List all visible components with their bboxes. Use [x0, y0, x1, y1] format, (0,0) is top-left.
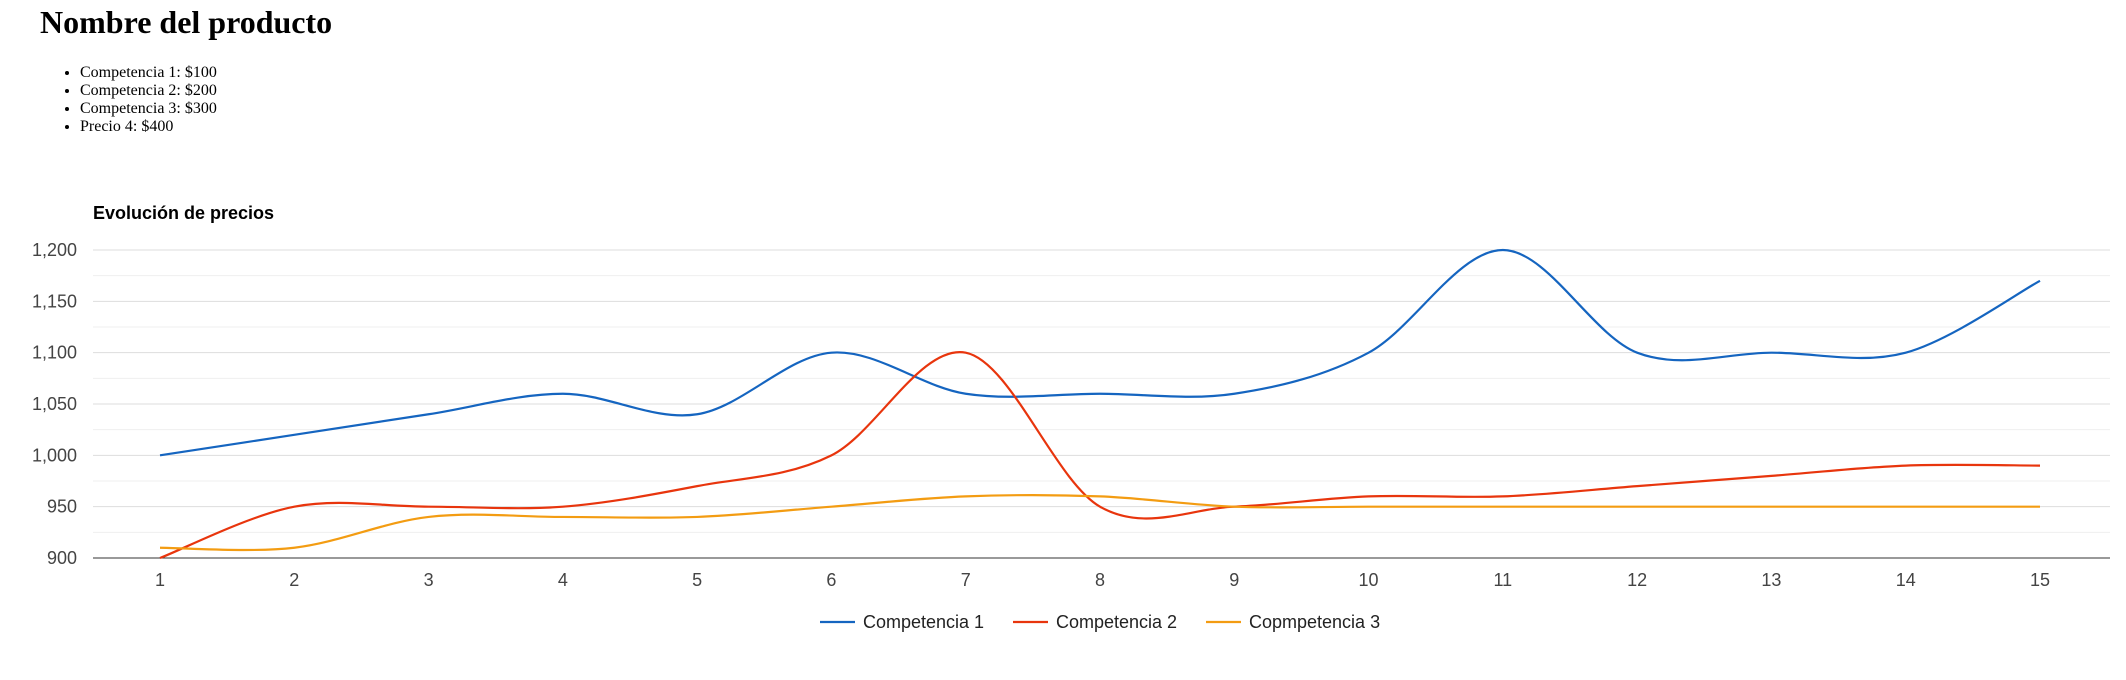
legend-item-1[interactable]: Competencia 1 — [820, 612, 984, 632]
x-tick-label: 12 — [1627, 570, 1647, 590]
grid-layer — [93, 249, 2110, 559]
legend-item-2[interactable]: Competencia 2 — [1013, 612, 1177, 632]
series-line-2 — [159, 351, 2041, 560]
price-list-item: Competencia 3: $300 — [80, 100, 217, 118]
chart-title: Evolución de precios — [93, 203, 274, 223]
x-tick-label: 1 — [155, 570, 165, 590]
page-title: Nombre del producto — [40, 4, 333, 40]
series-line-3 — [159, 494, 2040, 552]
price-list-item: Competencia 2: $200 — [80, 82, 217, 100]
x-tick-label: 7 — [961, 570, 971, 590]
x-tick-label: 4 — [558, 570, 568, 590]
legend-label: Competencia 1 — [863, 612, 984, 632]
x-tick-label: 15 — [2030, 570, 2050, 590]
y-tick-label: 1,000 — [32, 445, 77, 465]
x-tick-label: 6 — [826, 570, 836, 590]
legend-label: Competencia 2 — [1056, 612, 1177, 632]
x-tick-label: 2 — [289, 570, 299, 590]
legend-item-3[interactable]: Copmpetencia 3 — [1206, 612, 1380, 632]
x-tick-label: 11 — [1494, 570, 1513, 590]
x-tick-label: 10 — [1359, 570, 1379, 590]
y-tick-label: 950 — [47, 497, 77, 517]
price-list: Competencia 1: $100 Competencia 2: $200 … — [40, 64, 217, 136]
price-list-item: Precio 4: $400 — [80, 118, 217, 136]
x-tick-label: 14 — [1896, 570, 1916, 590]
y-tick-label: 1,050 — [32, 394, 77, 414]
y-tick-label: 900 — [47, 548, 77, 568]
x-tick-label: 13 — [1761, 570, 1781, 590]
y-tick-label: 1,150 — [32, 291, 77, 311]
y-tick-label: 1,200 — [32, 240, 77, 260]
x-tick-label: 5 — [692, 570, 702, 590]
legend-label: Copmpetencia 3 — [1249, 612, 1380, 632]
x-tick-label: 3 — [424, 570, 434, 590]
chart-legend[interactable]: Competencia 1 Competencia 2 Copmpetencia 3 — [820, 612, 1380, 632]
x-tick-label: 8 — [1095, 570, 1105, 590]
y-tick-label: 1,100 — [32, 343, 77, 363]
series-line-1 — [159, 248, 2041, 457]
series-layer — [159, 248, 2041, 560]
price-list-item: Competencia 1: $100 — [80, 64, 217, 82]
x-tick-label: 9 — [1229, 570, 1239, 590]
